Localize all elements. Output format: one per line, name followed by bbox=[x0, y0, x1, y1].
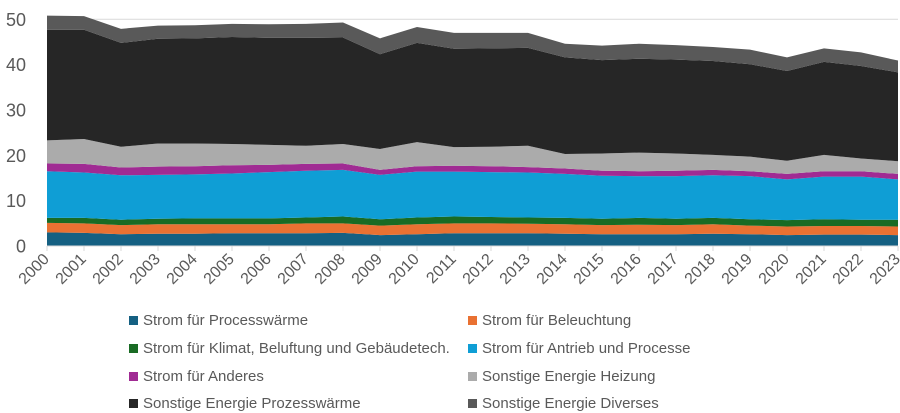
x-tick-label: 2007 bbox=[275, 251, 312, 288]
area-series-5 bbox=[47, 139, 898, 174]
legend-label: Sonstige Energie Diverses bbox=[482, 394, 659, 412]
x-tick-label: 2022 bbox=[830, 251, 867, 288]
legend-swatch-icon bbox=[468, 371, 477, 381]
legend-swatch-icon bbox=[129, 371, 138, 381]
x-tick-label: 2006 bbox=[238, 251, 275, 288]
area-series-2 bbox=[47, 216, 898, 227]
legend-label: Strom für Beleuchtung bbox=[482, 311, 632, 329]
legend-label: Strom für Anderes bbox=[143, 367, 264, 385]
x-tick-label: 2013 bbox=[497, 251, 534, 288]
x-tick-label: 2012 bbox=[460, 251, 497, 288]
legend-item: Sonstige Energie Heizung bbox=[468, 366, 655, 386]
legend-item: Strom für Antrieb und Processe bbox=[468, 338, 690, 358]
x-axis-ticks: 2000 2001 2002 2003 2004 2005 2006 2007 2008 2009… bbox=[16, 251, 900, 288]
legend-label: Strom für Antrieb und Processe bbox=[482, 339, 691, 357]
legend-item: Strom für Beleuchtung bbox=[468, 310, 631, 330]
series-areas bbox=[47, 15, 898, 246]
legend-label: Sonstige Energie Prozesswärme bbox=[143, 394, 361, 412]
legend-item: Sonstige Energie Prozesswärme bbox=[129, 393, 361, 413]
legend-swatch-icon bbox=[468, 343, 477, 353]
legend-label: Strom für Klimat, Beluftung und Gebäudet… bbox=[143, 339, 450, 357]
legend-swatch-icon bbox=[468, 398, 477, 408]
x-tick-label: 2014 bbox=[534, 251, 571, 288]
legend-item: Sonstige Energie Diverses bbox=[468, 393, 659, 413]
area-series-1 bbox=[47, 222, 898, 236]
x-tick-label: 2023 bbox=[867, 251, 900, 288]
x-tick-label: 2018 bbox=[682, 251, 719, 288]
area-series-4 bbox=[47, 163, 898, 180]
legend-label: Strom für Processwärme bbox=[143, 311, 309, 329]
legend-swatch-icon bbox=[129, 343, 138, 353]
x-tick-label: 2015 bbox=[571, 251, 608, 288]
y-tick-label: 10 bbox=[6, 191, 26, 211]
y-tick-label: 30 bbox=[6, 100, 26, 120]
area-series-3 bbox=[47, 169, 898, 221]
x-tick-label: 2005 bbox=[201, 251, 238, 288]
legend-swatch-icon bbox=[468, 315, 477, 325]
stacked-area-chart: 0 10 20 30 40 50 2000 2001 2002 2003 2004 2005 2006… bbox=[6, 10, 900, 288]
x-tick-label: 2021 bbox=[793, 251, 830, 288]
area-series-6 bbox=[47, 29, 898, 162]
chart-legend: Strom für Processwärme Strom für Beleucht… bbox=[0, 306, 900, 413]
x-tick-label: 2019 bbox=[719, 251, 756, 288]
x-tick-label: 2003 bbox=[127, 251, 164, 288]
x-tick-label: 2001 bbox=[53, 251, 90, 288]
area-series-0 bbox=[47, 232, 898, 246]
x-tick-label: 2002 bbox=[90, 251, 127, 288]
x-tick-label: 2017 bbox=[645, 251, 682, 288]
x-axis bbox=[46, 245, 899, 251]
legend-swatch-icon bbox=[129, 315, 138, 325]
x-tick-label: 2020 bbox=[756, 251, 793, 288]
y-axis-ticks: 0 10 20 30 40 50 bbox=[6, 10, 26, 257]
legend-label: Sonstige Energie Heizung bbox=[482, 367, 656, 385]
y-tick-label: 40 bbox=[6, 55, 26, 75]
y-tick-label: 50 bbox=[6, 10, 26, 30]
legend-item: Strom für Klimat, Beluftung und Gebäudet… bbox=[129, 338, 450, 358]
x-tick-label: 2011 bbox=[423, 251, 459, 287]
x-tick-label: 2009 bbox=[349, 251, 386, 288]
x-tick-label: 2004 bbox=[164, 251, 201, 288]
legend-item: Strom für Processwärme bbox=[129, 310, 308, 330]
legend-item: Strom für Anderes bbox=[129, 366, 264, 386]
x-tick-label: 2016 bbox=[608, 251, 645, 288]
area-series-7 bbox=[47, 15, 898, 73]
y-tick-label: 20 bbox=[6, 146, 26, 166]
y-tick-label: 0 bbox=[16, 237, 26, 257]
legend-swatch-icon bbox=[129, 398, 138, 408]
x-tick-label: 2010 bbox=[386, 251, 423, 288]
x-tick-label: 2008 bbox=[312, 251, 349, 288]
